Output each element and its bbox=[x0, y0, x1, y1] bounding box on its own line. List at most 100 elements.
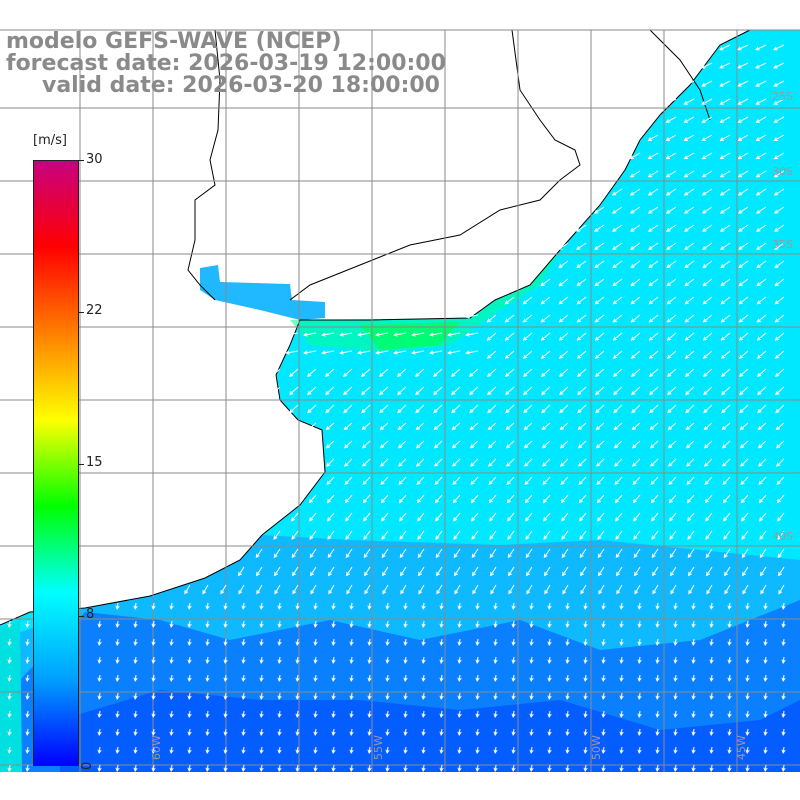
wind-arrow bbox=[576, 260, 587, 268]
wind-arrow bbox=[558, 260, 569, 268]
wind-arrow bbox=[220, 584, 227, 594]
wind-arrow-head bbox=[637, 677, 642, 682]
wind-arrow-head bbox=[596, 480, 601, 486]
wind-arrow-head bbox=[133, 731, 138, 736]
wind-arrow-head bbox=[325, 409, 330, 414]
wind-arrow-head bbox=[578, 462, 583, 467]
wind-arrow-head bbox=[187, 731, 192, 736]
wind-arrow-head bbox=[289, 390, 294, 396]
wind-arrow-head bbox=[774, 354, 780, 359]
wind-arrow-head bbox=[403, 713, 408, 718]
wind-arrow bbox=[596, 422, 605, 430]
wind-arrow bbox=[577, 314, 587, 323]
wind-arrow bbox=[648, 224, 659, 232]
wind-arrow-head bbox=[565, 713, 570, 718]
wind-arrow-head bbox=[720, 372, 726, 377]
wind-arrow bbox=[380, 440, 389, 449]
wind-arrow bbox=[289, 404, 299, 413]
wind-arrow-head bbox=[457, 659, 462, 664]
wind-arrow-head bbox=[403, 767, 408, 772]
wind-arrow bbox=[416, 422, 425, 430]
colorbar-tick-mark bbox=[79, 464, 84, 465]
wind-arrow-head bbox=[328, 590, 333, 595]
wind-arrow-head bbox=[612, 227, 617, 232]
wind-arrow bbox=[666, 170, 677, 178]
wind-arrow bbox=[775, 332, 785, 341]
wind-arrow-head bbox=[775, 390, 780, 396]
wind-arrow-head bbox=[25, 767, 30, 772]
wind-arrow-head bbox=[763, 731, 768, 736]
wind-arrow bbox=[616, 584, 623, 594]
wind-arrow bbox=[543, 548, 551, 558]
wind-arrow-head bbox=[344, 499, 349, 504]
wind-arrow-head bbox=[702, 282, 707, 287]
wind-arrow bbox=[739, 314, 749, 323]
wind-arrow-head bbox=[361, 409, 366, 414]
wind-arrow bbox=[613, 332, 623, 341]
wind-arrow bbox=[505, 386, 515, 395]
wind-arrow-head bbox=[115, 641, 120, 646]
wind-arrow bbox=[773, 80, 785, 87]
wind-arrow bbox=[543, 530, 551, 540]
wind-arrow bbox=[379, 404, 389, 413]
wind-arrow bbox=[776, 422, 785, 430]
wind-arrow-head bbox=[523, 390, 528, 396]
wind-arrow-head bbox=[435, 535, 440, 540]
wind-arrow bbox=[466, 332, 479, 336]
wind-arrow-head bbox=[669, 535, 674, 540]
wind-arrow bbox=[651, 494, 659, 503]
wind-arrow-head bbox=[722, 480, 727, 486]
wind-arrow bbox=[310, 566, 317, 576]
wind-arrow-head bbox=[594, 354, 600, 359]
wind-arrow-head bbox=[594, 300, 599, 305]
wind-arrow-head bbox=[701, 64, 706, 69]
wind-arrow-head bbox=[399, 535, 404, 540]
wind-arrow-head bbox=[367, 677, 372, 682]
wind-arrow-head bbox=[781, 659, 786, 664]
wind-arrow-head bbox=[416, 480, 421, 486]
wind-arrow-head bbox=[169, 695, 174, 700]
wind-arrow-head bbox=[529, 731, 534, 736]
wind-arrow bbox=[684, 134, 695, 141]
wind-arrow-head bbox=[755, 137, 760, 141]
wind-arrow-head bbox=[665, 155, 671, 160]
wind-arrow-head bbox=[241, 749, 246, 754]
wind-arrow-head bbox=[321, 332, 326, 337]
wind-arrow-head bbox=[739, 426, 744, 431]
wind-arrow-head bbox=[683, 173, 689, 178]
wind-arrow-head bbox=[367, 641, 372, 646]
wind-arrow bbox=[487, 350, 497, 359]
wind-arrow bbox=[738, 134, 749, 141]
wind-arrow-head bbox=[7, 623, 12, 628]
wind-arrow-head bbox=[684, 300, 689, 305]
wind-arrow-head bbox=[666, 245, 671, 250]
wind-arrow-head bbox=[757, 409, 762, 414]
wind-arrow-head bbox=[313, 695, 318, 700]
wind-arrow-head bbox=[583, 641, 588, 646]
wind-arrow-head bbox=[756, 264, 761, 269]
wind-arrow bbox=[738, 206, 749, 214]
wind-arrow-head bbox=[403, 749, 408, 754]
wind-arrow bbox=[308, 422, 317, 430]
wind-arrow bbox=[380, 458, 389, 467]
wind-arrow bbox=[578, 422, 587, 430]
wind-arrow-head bbox=[756, 336, 762, 341]
wind-arrow-head bbox=[777, 535, 782, 540]
wind-arrow-head bbox=[295, 695, 300, 700]
wind-arrow-head bbox=[399, 553, 404, 559]
wind-arrow-head bbox=[309, 535, 314, 540]
wind-arrow-head bbox=[187, 623, 192, 628]
wind-arrow-head bbox=[719, 191, 725, 196]
wind-arrow-head bbox=[468, 372, 474, 377]
wind-arrow bbox=[310, 584, 317, 594]
wind-arrow-head bbox=[629, 173, 635, 178]
wind-arrow bbox=[435, 530, 443, 540]
wind-arrow-head bbox=[633, 553, 638, 559]
wind-arrow-head bbox=[400, 590, 405, 595]
wind-arrow-head bbox=[465, 314, 470, 319]
wind-arrow-head bbox=[655, 641, 660, 646]
wind-arrow-head bbox=[433, 444, 439, 449]
wind-arrow-head bbox=[310, 571, 314, 577]
longitude-label: 55W bbox=[372, 735, 385, 760]
wind-arrow-head bbox=[411, 350, 416, 355]
